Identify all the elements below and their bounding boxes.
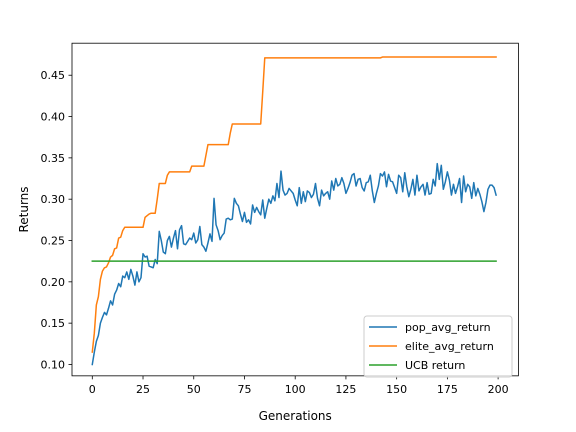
plot-frame	[71, 42, 519, 377]
x-tick-label: 0	[89, 383, 96, 396]
plot-lines	[91, 56, 498, 366]
legend: pop_avg_return elite_avg_return UCB retu…	[363, 315, 513, 378]
x-tick-label: 25	[136, 383, 150, 396]
y-axis-label: Returns	[17, 186, 31, 232]
y-tick-label: 0.20	[41, 276, 66, 289]
legend-label-ucb-return: UCB return	[405, 359, 465, 372]
y-tick-label: 0.15	[41, 317, 66, 330]
x-tick-label: 150	[386, 383, 407, 396]
y-tick-label: 0.25	[41, 235, 66, 248]
x-tick-label: 50	[187, 383, 201, 396]
series-line-pop-avg-return	[91, 162, 498, 366]
y-tick-label: 0.40	[41, 111, 66, 124]
x-tick-label: 100	[285, 383, 306, 396]
x-tick-label: 175	[437, 383, 458, 396]
legend-box	[363, 315, 513, 378]
y-tick-label: 0.35	[41, 152, 66, 165]
y-axis-ticks: 0.10 0.15 0.20 0.25 0.30 0.35 0.40 0.45	[41, 69, 72, 371]
y-tick-label: 0.10	[41, 358, 66, 371]
x-tick-label: 75	[237, 383, 251, 396]
series-line-elite-avg-return	[91, 56, 497, 353]
y-tick-label: 0.45	[41, 69, 66, 82]
legend-label-elite-avg-return: elite_avg_return	[405, 340, 494, 353]
y-tick-label: 0.30	[41, 193, 66, 206]
legend-label-pop-avg-return: pop_avg_return	[405, 321, 491, 334]
x-tick-label: 200	[488, 383, 509, 396]
x-axis-ticks: 0 25 50 75 100 125 150 175 200	[89, 375, 509, 396]
x-axis-label: Generations	[259, 409, 332, 423]
x-tick-label: 125	[335, 383, 356, 396]
